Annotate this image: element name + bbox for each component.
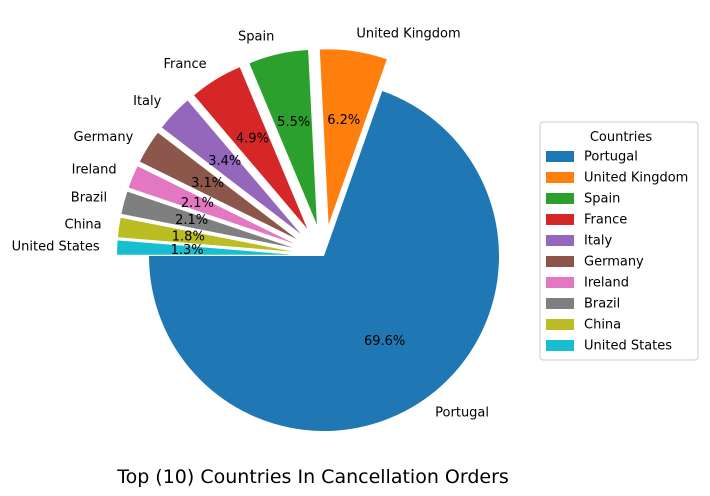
pie-slice-portugal — [149, 90, 499, 432]
pie-slice-italy — [161, 100, 301, 234]
legend-label: Ireland — [584, 276, 629, 291]
legend-label: France — [584, 213, 627, 228]
slice-label: Brazil — [71, 191, 107, 206]
legend-swatch — [546, 256, 574, 267]
percentage-labels: 69.6% 6.2% 5.5% 4.9% 3.4% 3.1% 2.1% 2.1% 1.8%1.3… — [171, 113, 406, 349]
legend-label: Germany — [584, 255, 644, 270]
legend-swatch — [546, 298, 574, 309]
pie-slice-united-kingdom — [319, 49, 387, 225]
slice-percentage: 69.6% — [364, 334, 405, 349]
slice-label: France — [163, 57, 206, 72]
slice-label: United Kingdom — [356, 26, 460, 41]
legend-swatch — [546, 193, 574, 204]
slice-percentage: 4.9% — [236, 132, 269, 147]
legend-label: United States — [584, 339, 672, 354]
legend-swatch — [546, 340, 574, 351]
slice-percentage: 3.1% — [191, 176, 224, 191]
pie-slice-china — [117, 217, 293, 252]
pie-slice-france — [194, 67, 308, 229]
legend-items: Portugal United Kingdom Spain France Italy Ge… — [546, 150, 688, 354]
slice-label: Spain — [238, 30, 274, 45]
pie-slice-brazil — [121, 191, 294, 248]
legend-label: China — [584, 318, 621, 333]
pie-slice-spain — [249, 50, 317, 225]
legend-title: Countries — [590, 130, 653, 145]
legend-label: Brazil — [584, 297, 620, 312]
pie-slice-germany — [139, 132, 297, 240]
pie-slice-united-states — [117, 240, 293, 255]
slice-percentage: 6.2% — [327, 113, 360, 128]
slice-percentage: 1.3% — [171, 243, 204, 258]
pie-slice-ireland — [128, 166, 295, 244]
legend-swatch — [546, 235, 574, 246]
legend-swatch — [546, 172, 574, 183]
legend-swatch — [546, 277, 574, 288]
legend-label: United Kingdom — [584, 171, 688, 186]
legend-frame — [539, 121, 699, 361]
legend-swatch — [546, 151, 574, 162]
slice-percentage: 2.1% — [175, 213, 208, 228]
slice-percentage: 1.8% — [172, 230, 205, 245]
slice-percentage: 2.1% — [181, 196, 214, 211]
slice-label: Germany — [74, 130, 134, 145]
legend: Countries Portugal United Kingdom Spain Fra… — [539, 121, 699, 361]
legend-label: Italy — [584, 234, 613, 249]
legend-label: Spain — [584, 192, 620, 207]
slice-label: Ireland — [72, 163, 117, 178]
slice-labels: Portugal United Kingdom Spain France Italy Ge… — [12, 26, 489, 420]
slice-label: China — [65, 218, 102, 233]
slice-label: Italy — [133, 94, 162, 109]
slice-label: Portugal — [435, 406, 489, 421]
legend-swatch — [546, 214, 574, 225]
legend-label: Portugal — [584, 150, 638, 165]
chart-title: Top (10) Countries In Cancellation Order… — [116, 466, 509, 488]
pie-slices — [117, 49, 499, 432]
slice-percentage: 3.4% — [208, 154, 241, 169]
slice-label: United States — [12, 239, 100, 254]
legend-swatch — [546, 319, 574, 330]
slice-percentage: 5.5% — [277, 115, 310, 130]
